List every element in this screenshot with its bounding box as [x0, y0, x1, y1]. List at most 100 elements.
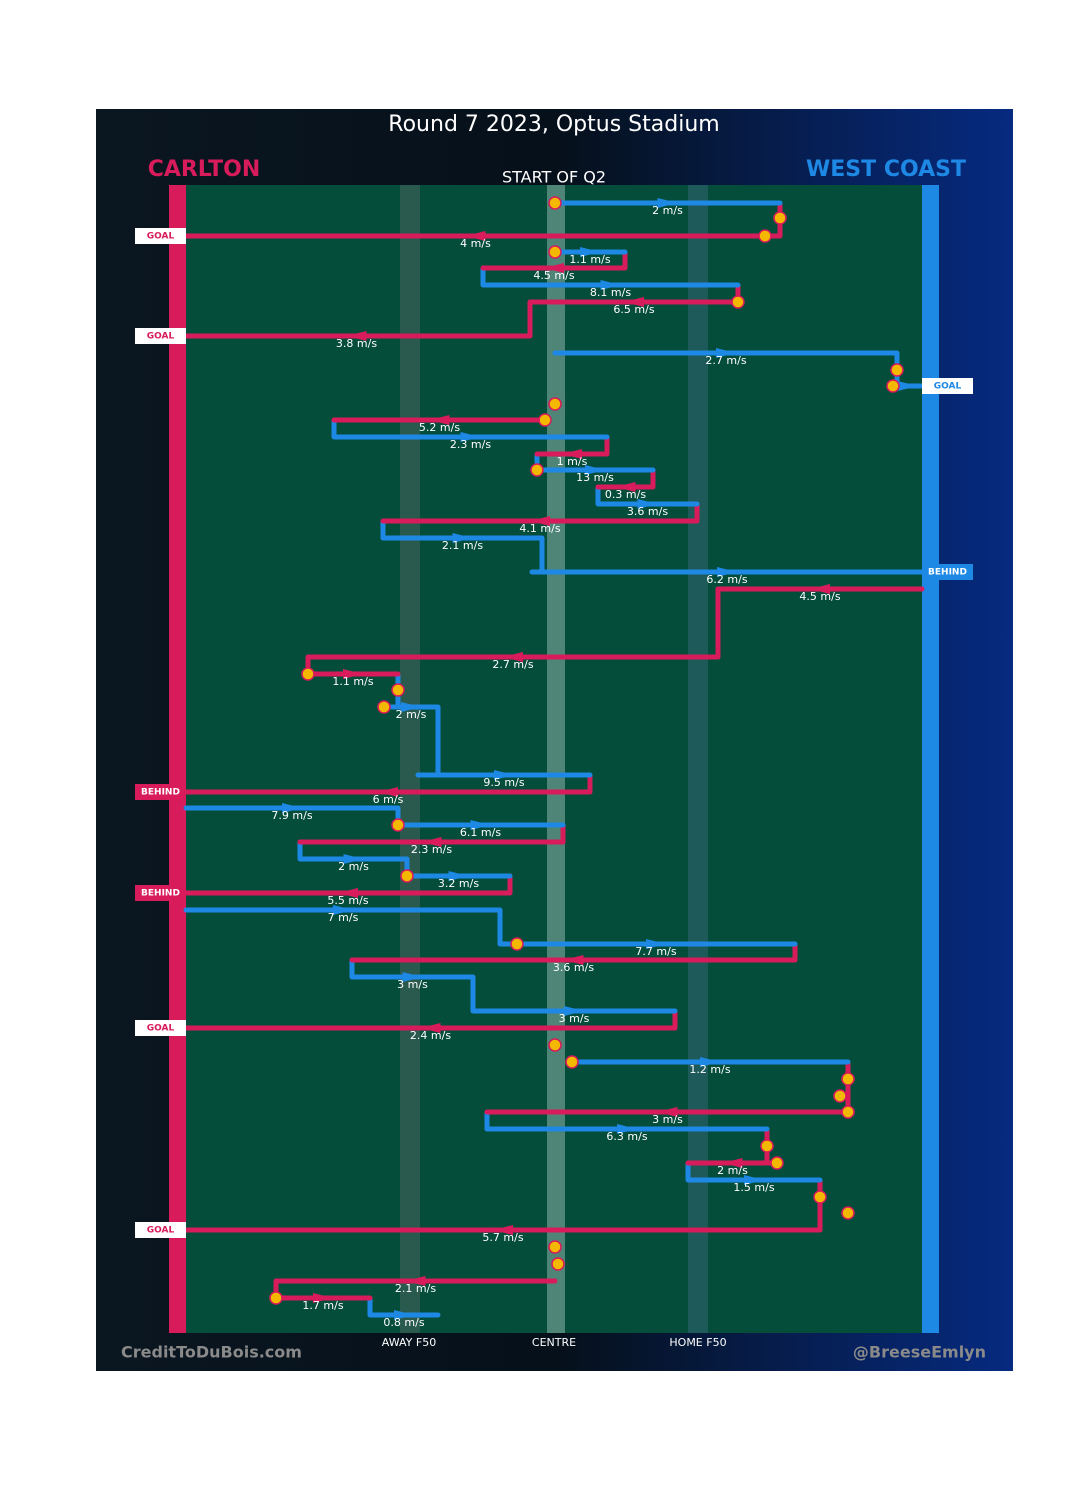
- contest: [841, 1105, 855, 1119]
- left-goal-line: [169, 185, 186, 1333]
- speed-label: 2 m/s: [717, 1164, 748, 1177]
- arrow: [615, 482, 636, 492]
- arrow: [562, 449, 582, 459]
- speed-label: 3.2 m/s: [438, 877, 479, 890]
- speed-label: 2.7 m/s: [492, 658, 533, 671]
- speed-label: 9.5 m/s: [483, 776, 524, 789]
- speed-label: 6.5 m/s: [613, 303, 654, 316]
- contest: [565, 1055, 579, 1069]
- speed-label: 6.1 m/s: [460, 826, 501, 839]
- speed-label: 3 m/s: [652, 1113, 683, 1126]
- arrow: [343, 854, 364, 864]
- speed-label: 6 m/s: [373, 793, 404, 806]
- arrow: [624, 297, 644, 307]
- field-label: AWAY F50: [382, 1336, 436, 1349]
- arrow: [544, 263, 564, 273]
- speed-label: 2.1 m/s: [395, 1282, 436, 1295]
- away-f50-band: [400, 185, 420, 1333]
- arrow: [282, 803, 302, 813]
- speed-label: 2.4 m/s: [410, 1029, 451, 1042]
- outcome-label: GOAL: [147, 1024, 175, 1034]
- contest: [758, 229, 772, 243]
- contest: [391, 683, 405, 697]
- speed-label: 4 m/s: [460, 237, 491, 250]
- contest: [548, 245, 562, 259]
- contest: [760, 1139, 774, 1153]
- speed-label: 3 m/s: [397, 978, 428, 991]
- arrow: [420, 1023, 441, 1033]
- chains: 2 m/s 4 m/s GOAL 1.1 m/s 4.5 m/s 8.1 m/s 6.5 m…: [135, 196, 973, 1329]
- arrow: [897, 381, 918, 391]
- speed-label: 3 m/s: [559, 1012, 590, 1025]
- arrow: [585, 465, 605, 475]
- contest: [548, 1240, 562, 1254]
- outcome-box: [922, 564, 973, 580]
- outcome-box: [135, 784, 186, 800]
- outcome-box: [922, 378, 973, 394]
- outcome-label: GOAL: [934, 382, 962, 392]
- contest: [269, 1291, 283, 1305]
- left-team: CARLTON: [148, 157, 261, 182]
- speed-label: 1.1 m/s: [569, 253, 610, 266]
- speed-label: 2.1 m/s: [442, 539, 483, 552]
- outcome-box: [135, 328, 186, 344]
- arrow: [333, 905, 353, 915]
- arrow: [657, 198, 678, 208]
- speed-label: 6.3 m/s: [606, 1130, 647, 1143]
- contest: [510, 937, 524, 951]
- speed-label: 2.3 m/s: [450, 438, 491, 451]
- speed-label: 0.8 m/s: [383, 1316, 424, 1329]
- centre-band: [547, 185, 565, 1333]
- contest: [548, 397, 562, 411]
- arrow: [346, 331, 367, 341]
- field-label: HOME F50: [669, 1336, 726, 1349]
- speed-label: 5.5 m/s: [327, 894, 368, 907]
- contest: [773, 211, 787, 225]
- arrow: [448, 871, 469, 881]
- speed-label: 3.8 m/s: [336, 337, 377, 350]
- speed-label: 2 m/s: [338, 860, 369, 873]
- speed-label: 1.7 m/s: [302, 1299, 343, 1312]
- arrow: [716, 348, 736, 358]
- contest: [377, 700, 391, 714]
- outcome-label: GOAL: [147, 1226, 175, 1236]
- arrow: [421, 837, 442, 847]
- arrow: [394, 1310, 414, 1320]
- arrow: [465, 231, 486, 241]
- arrow: [657, 1107, 678, 1117]
- arrow: [338, 888, 358, 898]
- contest: [400, 869, 414, 883]
- arrow: [313, 1293, 333, 1303]
- outcome-box: [135, 1020, 186, 1036]
- arrow: [530, 516, 550, 526]
- speed-label: 1 m/s: [557, 455, 588, 468]
- arrow: [637, 499, 658, 509]
- credit-left: CreditToDuBois.com: [121, 1343, 302, 1362]
- contest: [813, 1190, 827, 1204]
- outcome-box: [135, 228, 186, 244]
- arrow: [810, 584, 830, 594]
- outcome-box: [135, 885, 186, 901]
- contest: [551, 1257, 565, 1271]
- contest: [538, 413, 552, 427]
- arrow: [343, 669, 363, 679]
- outcome-label: GOAL: [147, 332, 175, 342]
- contest: [886, 379, 900, 393]
- outcome-label: BEHIND: [141, 788, 180, 798]
- arrow: [580, 247, 600, 257]
- contest: [731, 295, 745, 309]
- field-label: CENTRE: [532, 1336, 576, 1349]
- period-label: START OF Q2: [502, 168, 606, 187]
- arrow: [600, 280, 621, 290]
- credit-right: @BreeseEmlyn: [853, 1343, 986, 1362]
- speed-label: 7 m/s: [328, 911, 359, 924]
- speed-label: 3.6 m/s: [553, 961, 594, 974]
- speed-label: 7.9 m/s: [271, 809, 312, 822]
- speed-label: 0.3 m/s: [605, 488, 646, 501]
- outcome-box: [135, 1222, 186, 1238]
- title: Round 7 2023, Optus Stadium: [388, 112, 719, 137]
- arrow: [470, 820, 491, 830]
- arrow: [494, 770, 514, 780]
- arrow: [563, 955, 584, 965]
- contest: [530, 463, 544, 477]
